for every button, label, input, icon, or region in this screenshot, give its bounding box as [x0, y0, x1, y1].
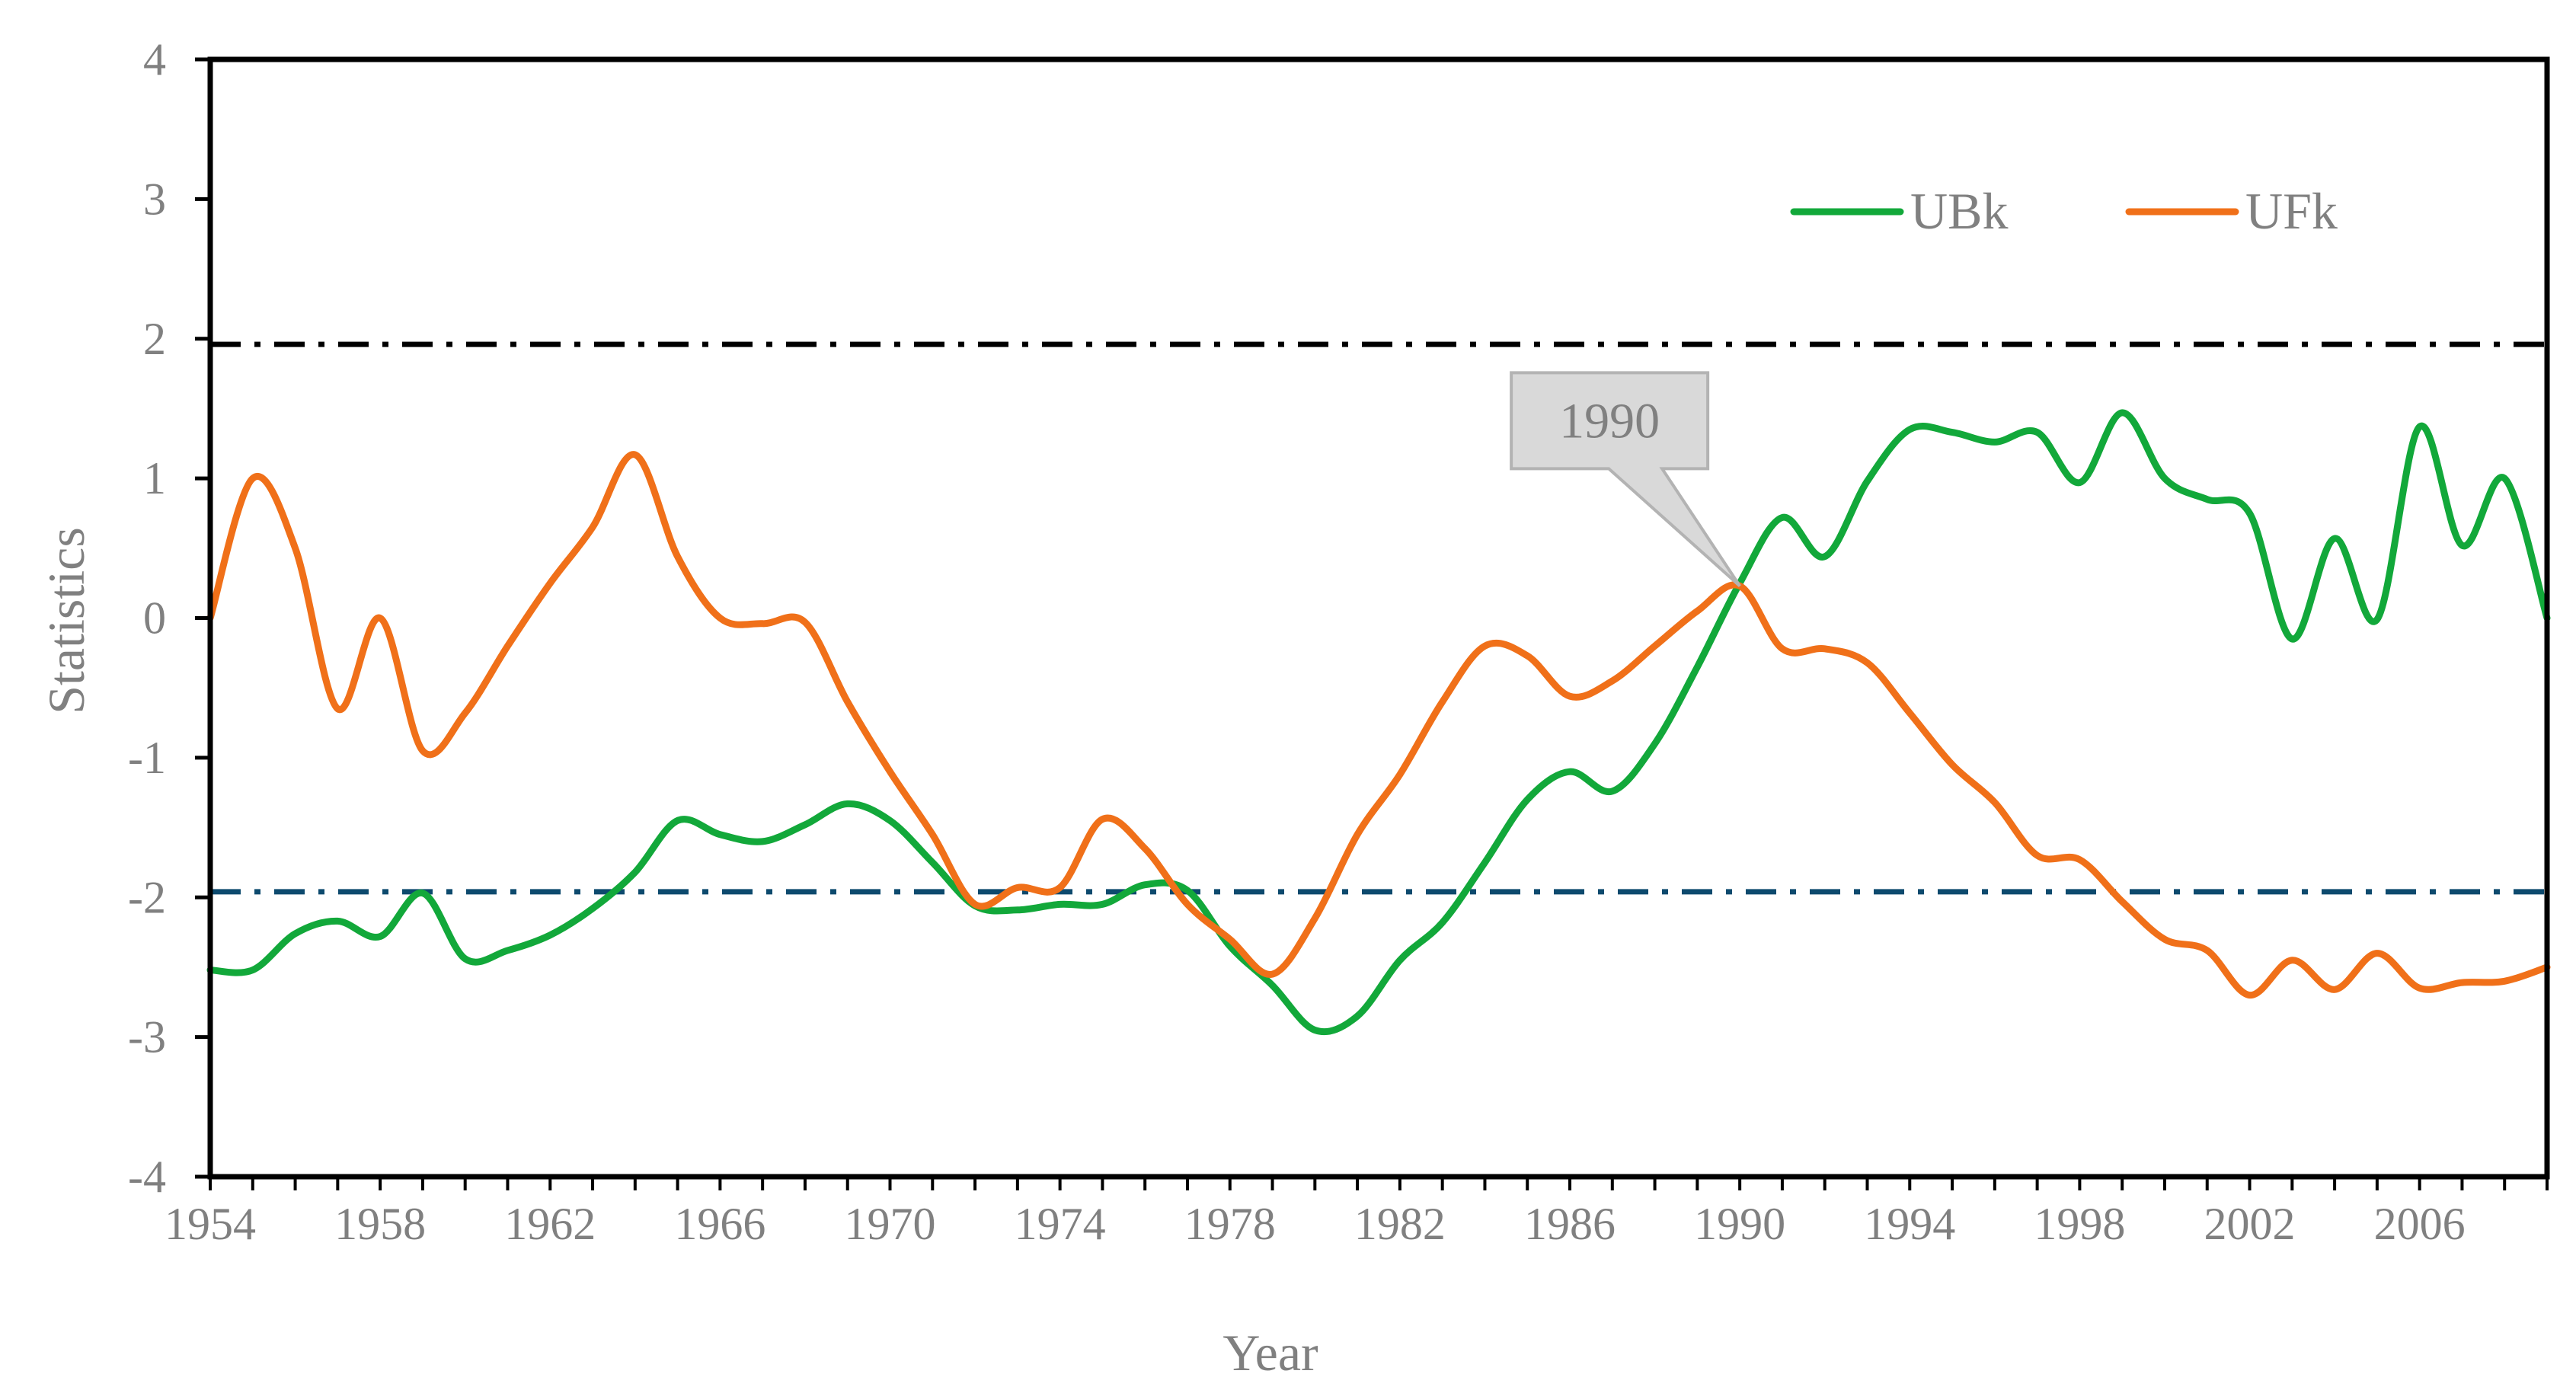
x-tick-label: 1994: [1864, 1199, 1955, 1249]
reference-lines: [210, 341, 2547, 895]
y-tick-label: -4: [128, 1152, 166, 1202]
legend: UBk UFk: [1790, 182, 2338, 240]
x-tick-label: 1978: [1184, 1199, 1276, 1249]
x-axis: 1954 1958 1962 1966 1970 1974 1978 1982 1986 1990…: [165, 1177, 2549, 1249]
y-tick-label: 1: [143, 453, 166, 503]
callout-label: 1990: [1559, 393, 1660, 449]
x-tick-label: 1990: [1694, 1199, 1785, 1249]
x-tick-label: 1970: [845, 1199, 936, 1249]
y-tick-label: 4: [143, 34, 166, 85]
callout-box: [1510, 371, 1741, 587]
x-tick-label: 2006: [2374, 1199, 2466, 1249]
x-tick-label: 1958: [334, 1199, 426, 1249]
y-tick-label: 2: [143, 314, 166, 364]
x-tick-label: 2002: [2204, 1199, 2296, 1249]
series-line-ufk: [206, 451, 2551, 999]
series-line-ubk: [206, 409, 2551, 1036]
x-axis-title: Year: [1222, 1324, 1318, 1382]
x-tick-label: 1954: [165, 1199, 256, 1249]
y-tick-label: -1: [128, 733, 166, 783]
annotation-callout: 1990: [1510, 371, 1741, 587]
x-tick-label: 1966: [674, 1199, 765, 1249]
x-tick-label: 1986: [1524, 1199, 1616, 1249]
y-axis: -4 -3 -2 -1 0 1 2 3 4: [128, 34, 210, 1202]
y-tick-label: -3: [128, 1012, 166, 1062]
x-tick-label: 1974: [1015, 1199, 1106, 1249]
x-tick-label: 1962: [504, 1199, 596, 1249]
y-tick-label: 3: [143, 174, 166, 224]
series-lines: [206, 409, 2551, 1036]
y-axis-title: Statistics: [37, 527, 95, 714]
y-tick-label: -2: [128, 872, 166, 922]
y-tick-label: 0: [143, 593, 166, 644]
legend-label-ubk: UBk: [1910, 182, 2008, 240]
legend-label-ufk: UFk: [2245, 182, 2338, 240]
x-tick-label: 1982: [1354, 1199, 1446, 1249]
x-tick-label: 1998: [2034, 1199, 2125, 1249]
